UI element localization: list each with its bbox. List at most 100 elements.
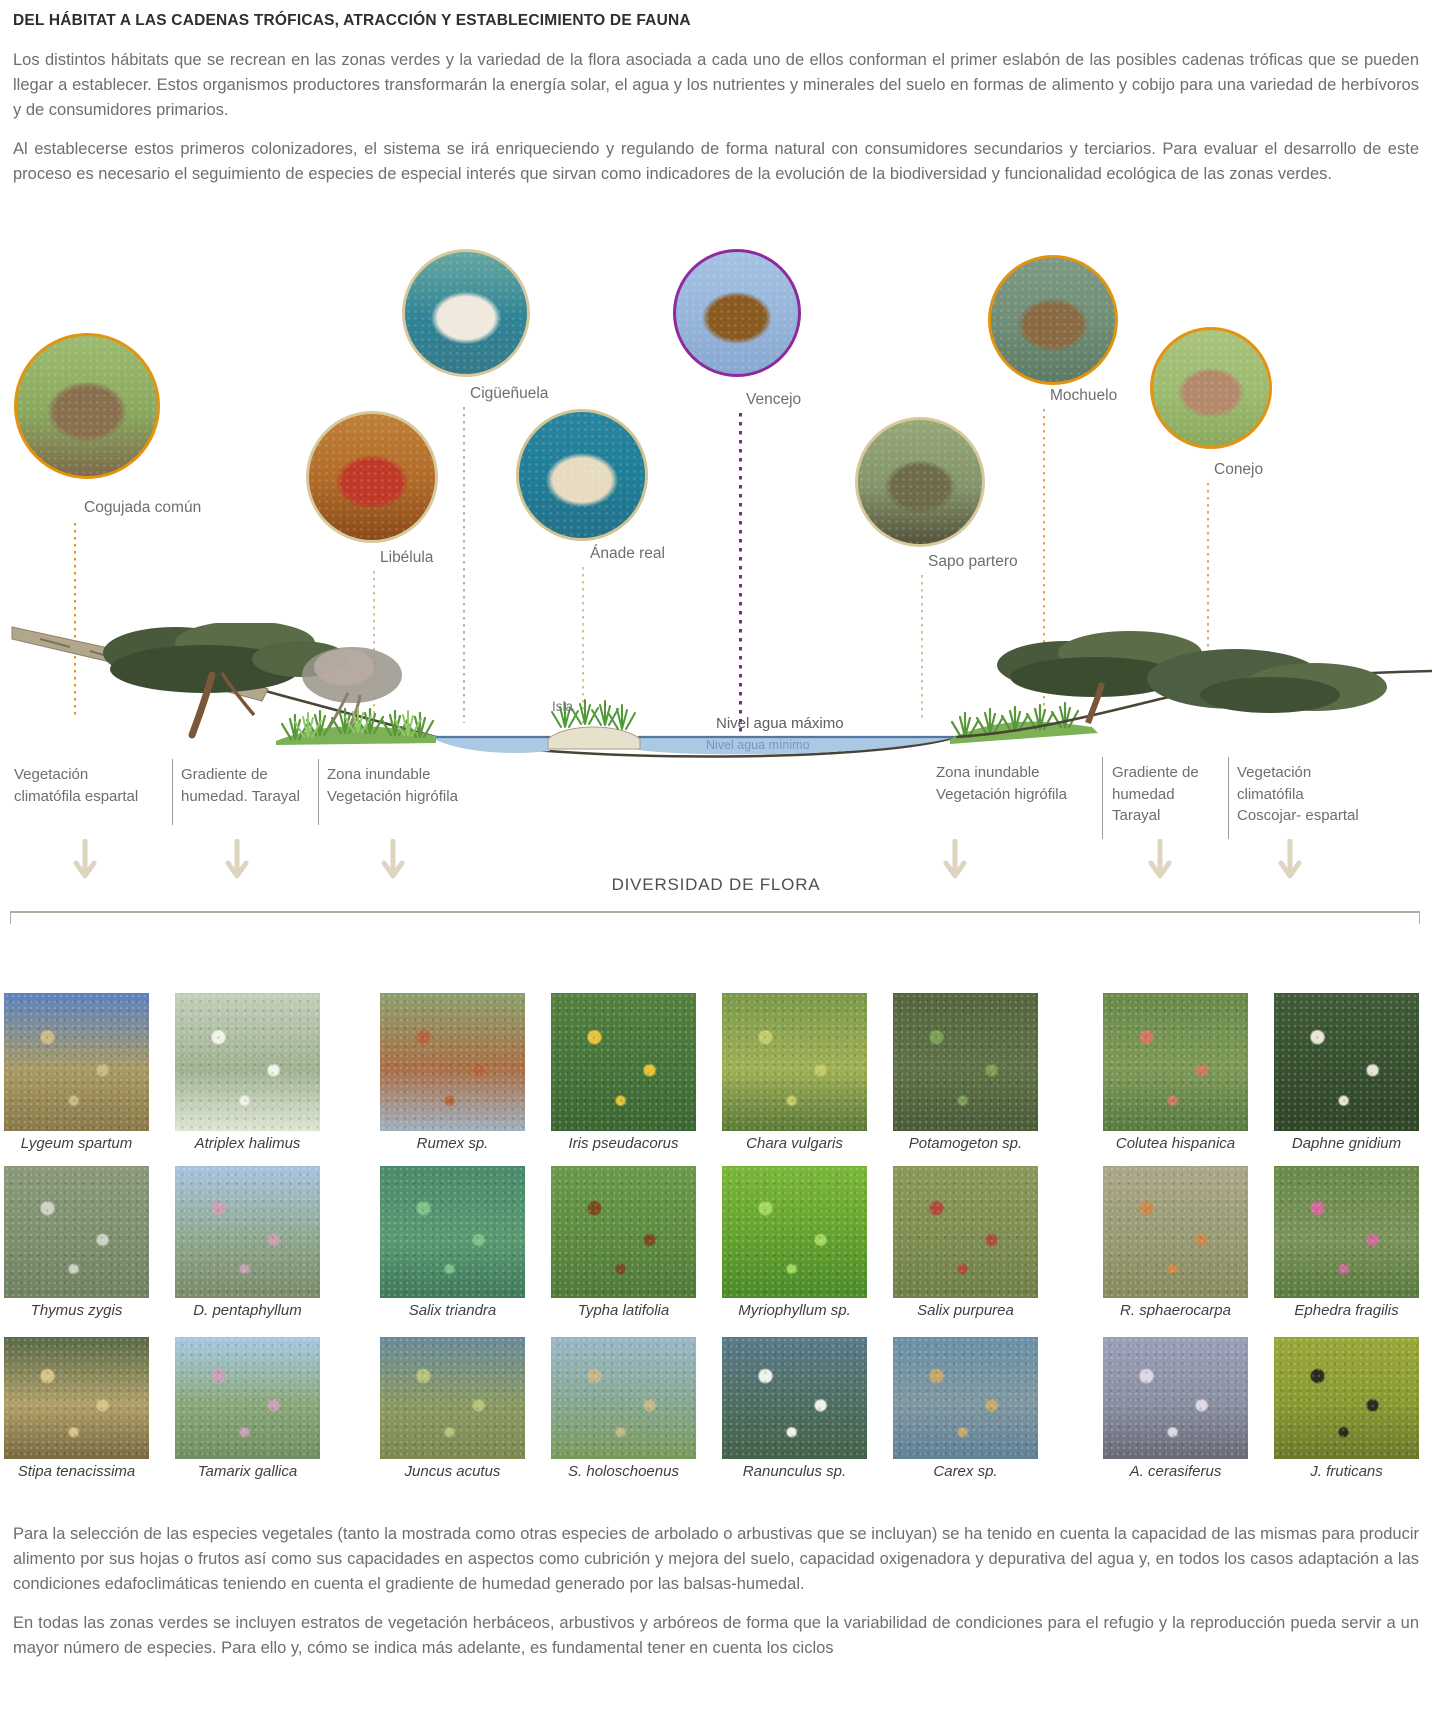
flora-photo <box>4 993 149 1131</box>
down-arrow-icon <box>225 839 249 879</box>
flora-cell: Carex sp. <box>893 1337 1038 1480</box>
flora-cell: Myriophyllum sp. <box>722 1166 867 1319</box>
zone-label-right-gradiente: Gradiente de humedad Tarayal <box>1112 764 1199 824</box>
flora-cell: Stipa tenacissima <box>4 1337 149 1480</box>
page-title: DEL HÁBITAT A LAS CADENAS TRÓFICAS, ATRA… <box>13 12 691 29</box>
zone-label-left-climatofila: Vegetación climatófila espartal <box>14 766 139 805</box>
zone-label-right-inundable: Zona inundable Vegetación higrófila <box>936 764 1067 803</box>
flora-photo <box>175 1337 320 1459</box>
fauna-label-cogujada: Cogujada común <box>84 499 202 516</box>
leader-line-mochuelo <box>1043 409 1045 711</box>
terrain-cross-section <box>11 623 1432 758</box>
down-arrow-icon <box>1278 839 1302 879</box>
document-page: DEL HÁBITAT A LAS CADENAS TRÓFICAS, ATRA… <box>0 12 1432 1736</box>
zone-label-left-inundable: Zona inundable Vegetación higrófila <box>327 766 458 805</box>
flora-cell: Tamarix gallica <box>175 1337 320 1480</box>
flora-caption: Typha latifolia <box>577 1302 670 1319</box>
flora-cell: D. pentaphyllum <box>175 1166 320 1319</box>
flora-cell: J. fruticans <box>1274 1337 1419 1480</box>
fauna-label-anade: Ánade real <box>590 545 665 562</box>
flora-photo <box>1274 993 1419 1131</box>
flora-photo <box>551 1166 696 1298</box>
island-label: Isla <box>552 699 574 714</box>
flora-caption: Juncus acutus <box>404 1463 501 1480</box>
flora-cell: Salix triandra <box>380 1166 525 1319</box>
flora-photo <box>722 993 867 1131</box>
flora-grid: Lygeum spartum Atriplex halimus Rumex sp. I… <box>0 993 1432 1480</box>
flora-bracket <box>10 911 1420 924</box>
flora-row: Thymus zygis D. pentaphyllum Salix triandr… <box>4 1166 1432 1319</box>
flora-caption: Stipa tenacissima <box>17 1463 136 1480</box>
flora-caption: Salix purpurea <box>917 1302 1014 1319</box>
flora-caption: R. sphaerocarpa <box>1120 1302 1231 1319</box>
flora-row: Lygeum spartum Atriplex halimus Rumex sp. I… <box>4 993 1432 1152</box>
fauna-photo-anade <box>516 409 648 541</box>
flora-cell: Potamogeton sp. <box>893 993 1038 1152</box>
flora-photo <box>893 1166 1038 1298</box>
flora-cell: S. holoschoenus <box>551 1337 696 1480</box>
intro-paragraph-2: Al establecerse estos primeros colonizad… <box>13 140 1419 183</box>
flora-photo <box>4 1337 149 1459</box>
flora-photo <box>893 1337 1038 1459</box>
flora-photo <box>175 1166 320 1298</box>
fauna-label-mochuelo: Mochuelo <box>1050 387 1118 404</box>
flora-photo <box>4 1166 149 1298</box>
flora-cell: Ranunculus sp. <box>722 1337 867 1480</box>
flora-photo <box>380 1166 525 1298</box>
down-arrow-icon <box>381 839 405 879</box>
flora-photo <box>175 993 320 1131</box>
habitat-fauna-diagram: Cogujada común Cigüeñuela Libélula Ánade re… <box>0 241 1432 941</box>
flora-photo <box>551 1337 696 1459</box>
flora-photo <box>1103 993 1248 1131</box>
flora-photo <box>380 993 525 1131</box>
flora-row: Stipa tenacissima Tamarix gallica Juncus a… <box>4 1337 1432 1480</box>
flora-cell: Chara vulgaris <box>722 993 867 1152</box>
flora-caption: Tamarix gallica <box>197 1463 298 1480</box>
down-arrow-icon <box>73 839 97 879</box>
leader-line-anade <box>582 567 584 733</box>
leader-line-cogujada <box>74 523 76 719</box>
outro-paragraph-2: En todas las zonas verdes se incluyen es… <box>13 1614 1419 1657</box>
flora-photo <box>722 1337 867 1459</box>
flora-cell: Daphne gnidium <box>1274 993 1419 1152</box>
leader-line-sapo <box>921 575 923 719</box>
flora-cell: Lygeum spartum <box>4 993 149 1152</box>
zone-divider <box>1228 757 1229 839</box>
flora-cell: Atriplex halimus <box>175 993 320 1152</box>
down-arrow-icon <box>943 839 967 879</box>
fauna-label-sapo: Sapo partero <box>928 553 1018 570</box>
water-max-level-label: Nivel agua máximo <box>716 715 844 732</box>
flora-photo <box>1103 1337 1248 1459</box>
flora-caption: Lygeum spartum <box>20 1135 133 1152</box>
flora-caption: Myriophyllum sp. <box>738 1302 851 1319</box>
fauna-label-vencejo: Vencejo <box>746 391 802 408</box>
flora-photo <box>551 993 696 1131</box>
flora-caption: D. pentaphyllum <box>193 1302 302 1319</box>
flora-caption: S. holoschoenus <box>568 1463 679 1480</box>
flora-cell: Iris pseudacorus <box>551 993 696 1152</box>
down-arrow-icon <box>1148 839 1172 879</box>
fauna-photo-ciguenuela <box>402 249 530 377</box>
fauna-photo-conejo <box>1150 327 1272 449</box>
leader-line-ciguenuela <box>463 407 465 723</box>
flora-cell: Typha latifolia <box>551 1166 696 1319</box>
flora-cell: Ephedra fragilis <box>1274 1166 1419 1319</box>
flora-caption: A. cerasiferus <box>1129 1463 1222 1480</box>
flora-photo <box>1103 1166 1248 1298</box>
zone-divider <box>318 759 319 825</box>
leader-line-libelula <box>373 571 375 721</box>
flora-caption: Potamogeton sp. <box>908 1135 1023 1152</box>
flora-cell: R. sphaerocarpa <box>1103 1166 1248 1319</box>
water-min-level-label: Nivel agua mínimo <box>706 738 810 752</box>
flora-photo <box>722 1166 867 1298</box>
fauna-photo-cogujada <box>14 333 160 479</box>
flora-cell: Colutea hispanica <box>1103 993 1248 1152</box>
fauna-photo-vencejo <box>673 249 801 377</box>
flora-photo <box>380 1337 525 1459</box>
leader-line-conejo <box>1207 483 1209 703</box>
flora-caption: Chara vulgaris <box>746 1135 843 1152</box>
flora-caption: Colutea hispanica <box>1115 1135 1236 1152</box>
flora-caption: Daphne gnidium <box>1291 1135 1402 1152</box>
outro-paragraph-1: Para la selección de las especies vegeta… <box>13 1525 1419 1593</box>
flora-cell: Rumex sp. <box>380 993 525 1152</box>
